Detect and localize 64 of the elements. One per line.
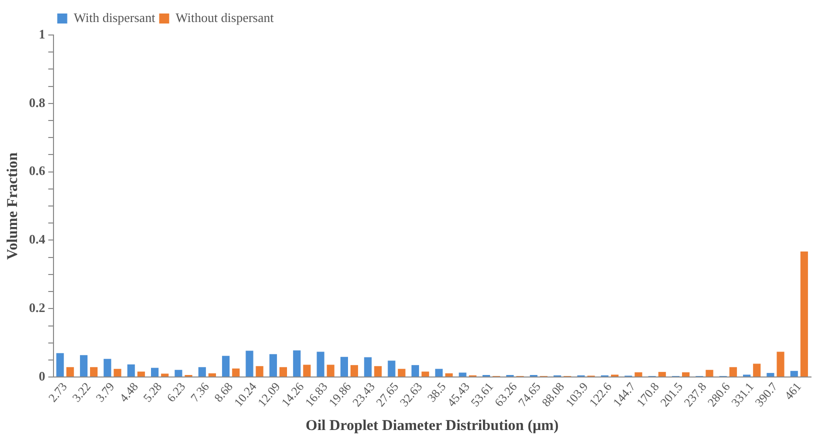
bar <box>127 364 135 377</box>
bar <box>90 367 98 377</box>
bar <box>293 350 301 377</box>
x-tick-label: 4.48 <box>116 380 141 405</box>
bar <box>279 367 288 377</box>
bar <box>198 367 206 377</box>
legend-label: Without dispersant <box>176 10 274 25</box>
bar <box>114 368 122 377</box>
bar <box>326 364 334 377</box>
bar <box>208 373 216 377</box>
x-tick-label: 2.73 <box>46 380 70 405</box>
bar <box>340 356 348 377</box>
bar <box>634 372 642 377</box>
x-tick-label: 461 <box>782 380 804 402</box>
x-tick-label: 8.68 <box>211 380 236 405</box>
bar <box>790 370 798 377</box>
y-tick-label: 0 <box>38 368 46 384</box>
bar <box>161 374 169 377</box>
y-tick-label: 0.6 <box>29 163 46 178</box>
bar <box>422 372 430 377</box>
bar <box>246 350 254 377</box>
bar <box>104 358 112 377</box>
bar <box>658 372 666 377</box>
bar <box>222 356 230 377</box>
x-tick-label: 38.5 <box>424 380 449 405</box>
x-tick-label: 5.28 <box>140 380 165 405</box>
bar <box>411 365 420 377</box>
y-tick-label: 0.2 <box>29 300 46 316</box>
bar <box>350 365 358 377</box>
x-tick-label: 7.36 <box>188 380 212 405</box>
bar <box>316 352 324 377</box>
bar <box>435 368 443 377</box>
y-tick-label: 1 <box>38 26 46 42</box>
x-axis-title: Oil Droplet Diameter Distribution (μm) <box>306 418 559 434</box>
bar <box>445 373 453 377</box>
bar <box>303 364 311 377</box>
y-tick-label: 0.4 <box>29 232 46 247</box>
bar <box>398 368 406 377</box>
bar <box>374 366 382 377</box>
bar <box>458 372 466 377</box>
bar <box>766 372 774 377</box>
bar <box>682 372 690 377</box>
bar <box>80 355 88 377</box>
bar <box>56 353 64 377</box>
legend-label: With dispersant <box>74 10 156 25</box>
bar <box>364 357 372 377</box>
y-axis-title: Volume Fraction <box>4 152 21 260</box>
bar <box>776 352 784 377</box>
bar <box>269 354 277 377</box>
bar <box>232 368 240 377</box>
x-tick-label: 6.23 <box>164 380 188 405</box>
bar <box>753 364 761 377</box>
y-tick-label: 0.8 <box>29 94 46 110</box>
bar <box>174 370 182 377</box>
x-tick-label: 3.22 <box>69 380 94 405</box>
bar <box>151 368 159 377</box>
bar <box>388 360 396 377</box>
bar <box>256 366 264 377</box>
bar <box>800 252 808 377</box>
bar <box>66 367 74 377</box>
bar <box>137 372 145 377</box>
bar <box>729 367 737 377</box>
bar <box>706 370 714 377</box>
x-tick-label: 3.79 <box>92 380 118 405</box>
